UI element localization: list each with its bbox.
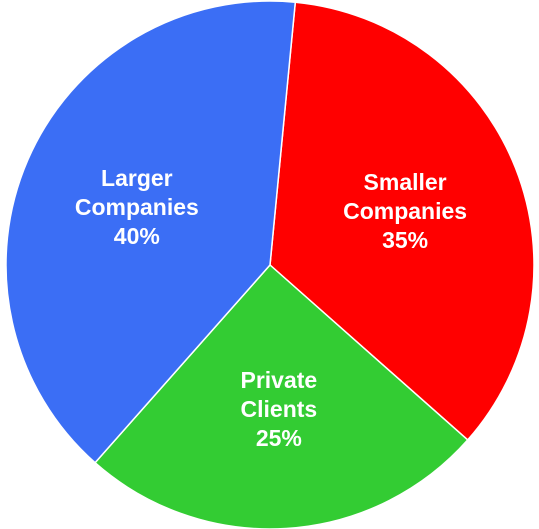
pie-slice	[269, 1, 535, 441]
slice-value-label: 25%	[255, 425, 302, 452]
slice-value-label: 40%	[113, 222, 160, 249]
slice-label: Smaller Companies	[343, 169, 468, 225]
slice-label: Larger Companies	[74, 164, 199, 220]
slice-label: Private Clients	[240, 367, 318, 423]
slice-value-label: 35%	[382, 227, 429, 254]
pie-slice	[94, 263, 469, 529]
pie-slice	[5, 0, 297, 464]
